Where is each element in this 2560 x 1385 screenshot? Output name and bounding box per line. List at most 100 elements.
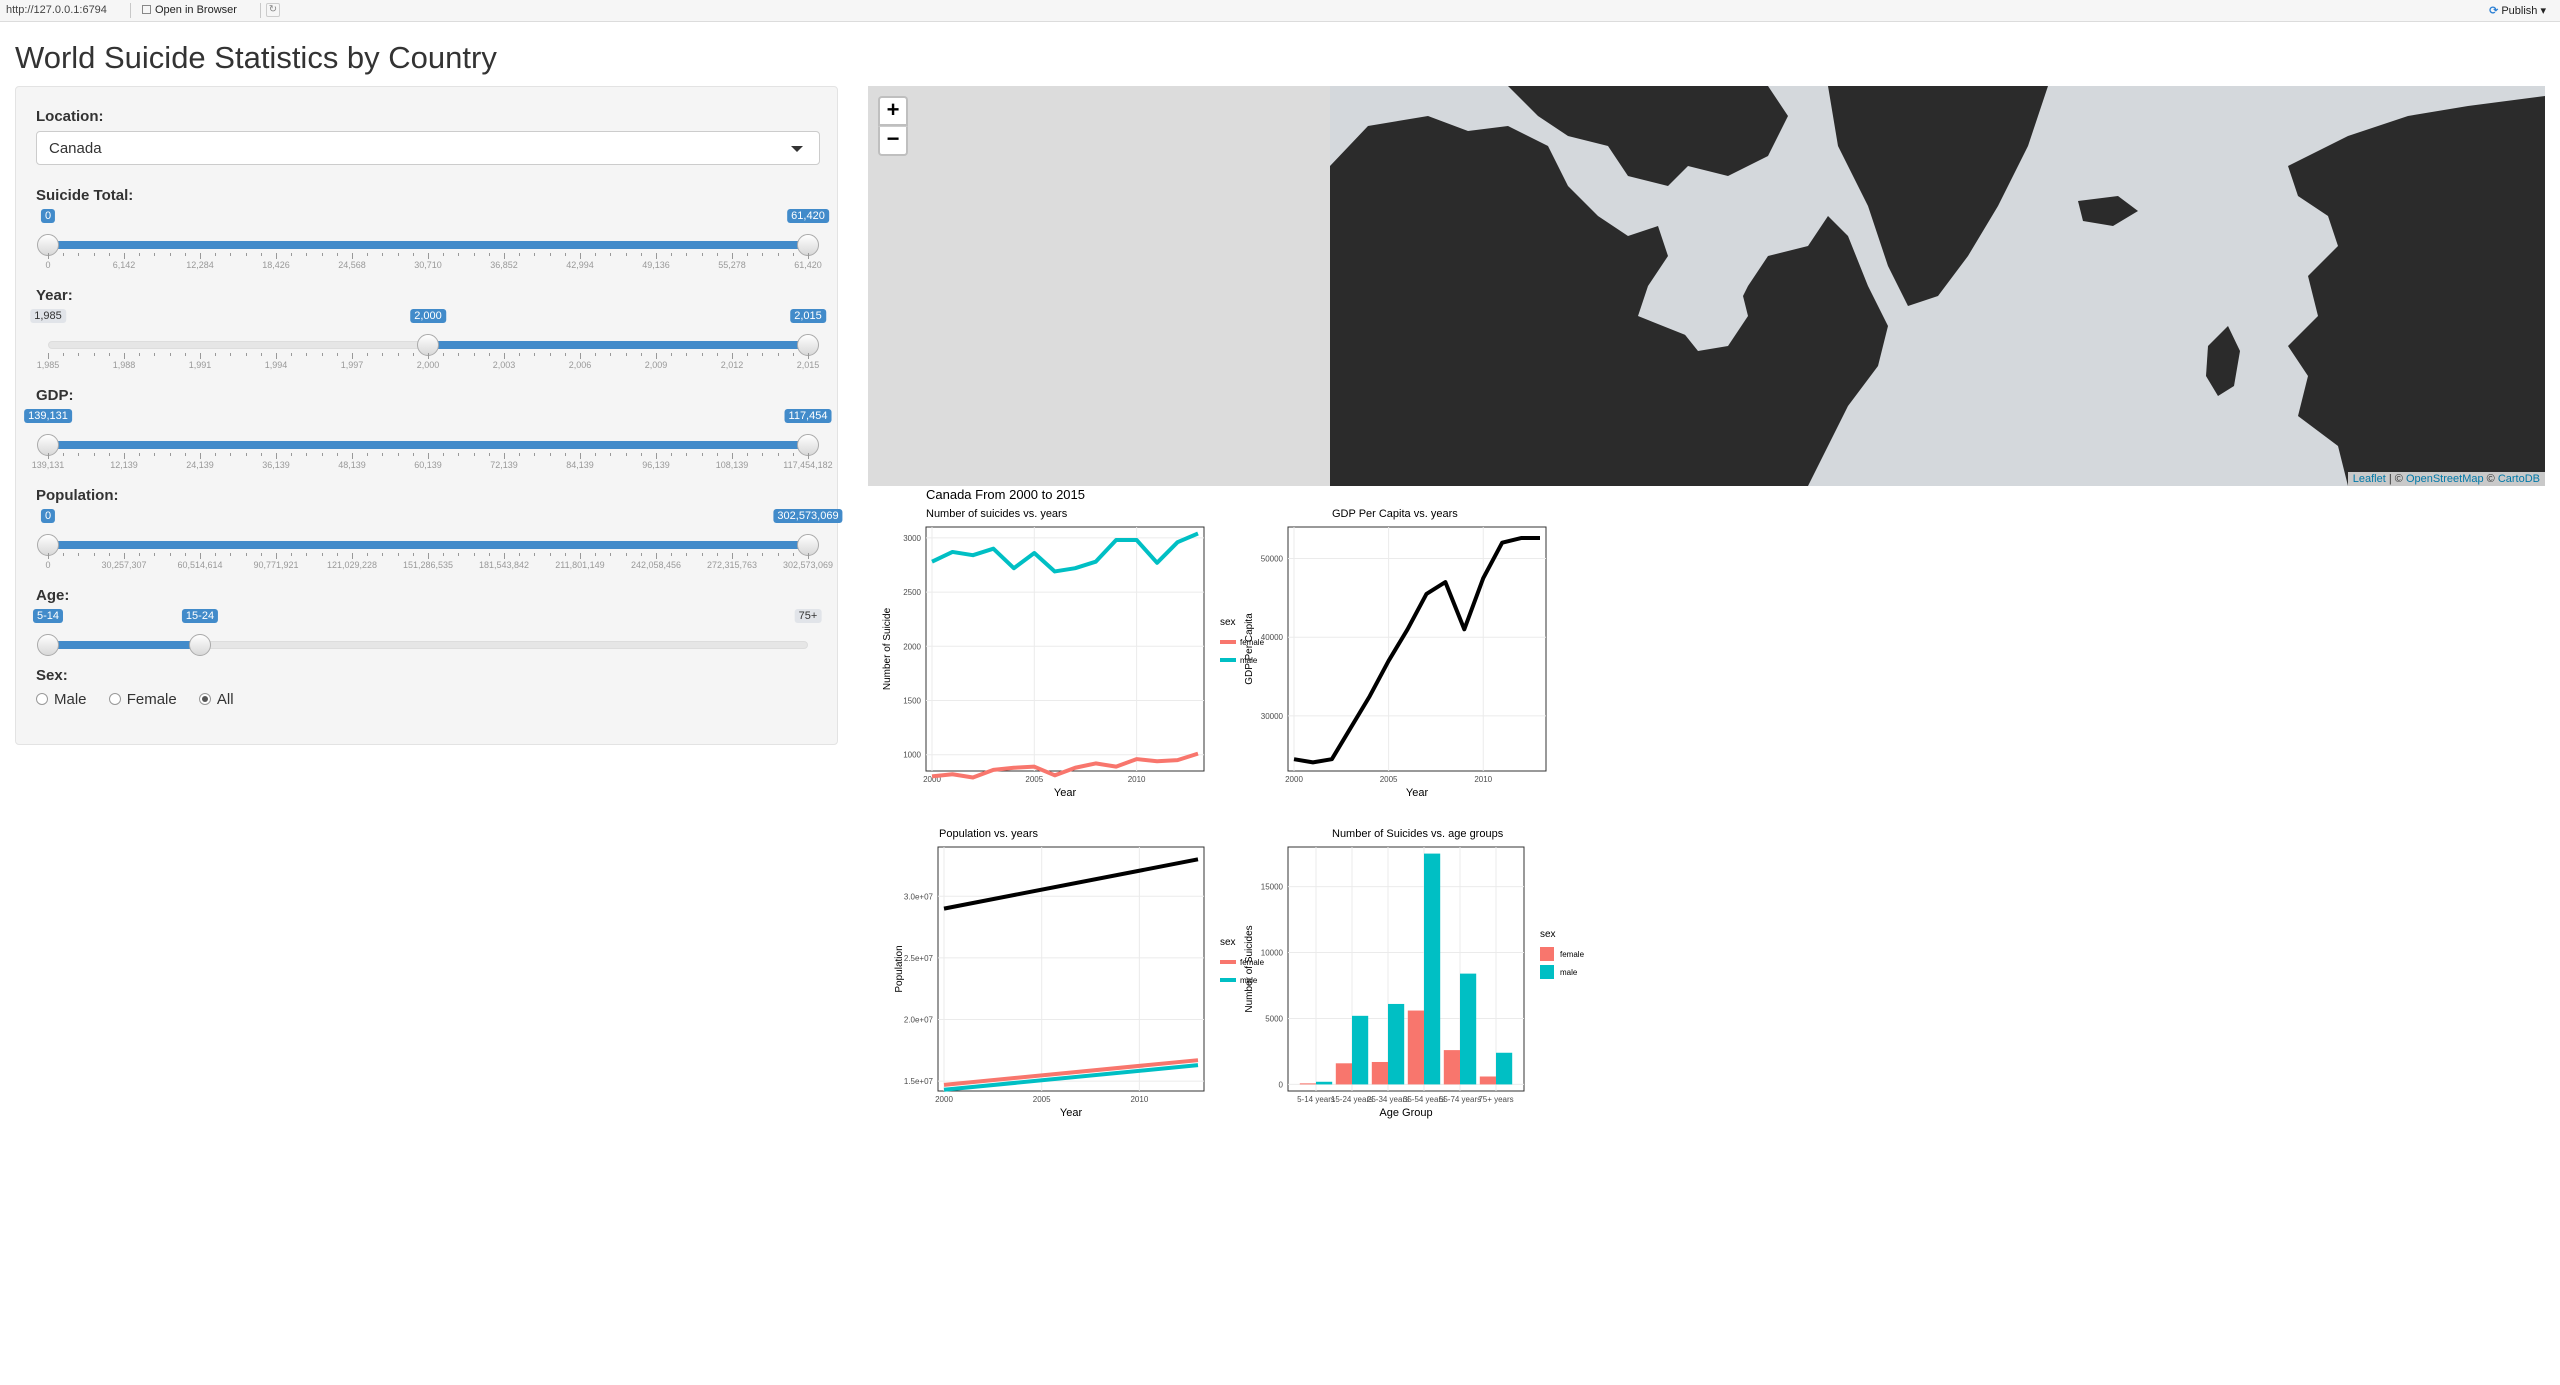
attribution-separator: | © [2385, 473, 2406, 485]
slider-tick [367, 353, 369, 356]
slider-tick-label: 151,286,535 [402, 560, 454, 570]
sex-radio-group: Male Female All [36, 691, 252, 708]
slider-tick [291, 553, 293, 556]
population-label: Population: [36, 487, 119, 504]
x-tick-label: 5-14 years [1297, 1095, 1335, 1104]
slider-tick-label: 302,573,069 [782, 560, 834, 570]
year-slider[interactable]: 1,985 2,000 2,015 1,985 1,988 1,991 1,994 1,997… [30, 297, 826, 370]
slider-tick-label: 42,994 [566, 260, 594, 270]
gdp-slider[interactable]: 139,131 117,454 139,131 12,139 24,139 36,139 4… [24, 397, 833, 470]
slider-tick-label: 12,139 [110, 460, 138, 470]
radio-male[interactable] [36, 693, 48, 705]
zoom-in-button[interactable]: + [878, 96, 908, 126]
slider-tick [108, 253, 110, 256]
legend-label: female [1240, 638, 1265, 647]
sex-option-male[interactable]: Male [36, 691, 87, 708]
sex-option-female[interactable]: Female [108, 691, 177, 708]
separator [260, 3, 261, 18]
sex-option-all[interactable]: All [198, 691, 234, 708]
slider-tick [260, 353, 262, 356]
slider-value-label: 15-24 [181, 609, 219, 623]
slider-tick [276, 353, 277, 359]
url-text: http://127.0.0.1:6794 [6, 4, 107, 16]
y-tick-label: 1500 [903, 697, 921, 706]
x-tick-label: 2000 [923, 775, 941, 784]
slider-tick [792, 253, 794, 256]
series-line-value [1293, 536, 1540, 765]
slider-value-label: 2,015 [790, 309, 826, 323]
age-slider[interactable]: 5-14 15-24 75+ [32, 597, 822, 663]
north-america [1330, 116, 1888, 486]
slider-tick [762, 453, 764, 456]
slider-tick-label: 2,000 [416, 360, 440, 370]
location-select[interactable]: Canada [36, 131, 820, 165]
slider-tick-label: 12,284 [186, 260, 214, 270]
slider-tick-label: 0 [45, 560, 51, 570]
slider-value-label: 1,985 [30, 309, 66, 323]
slider-tick [382, 453, 384, 456]
slider-tick [124, 353, 125, 359]
slider-tick [443, 453, 445, 456]
slider-tick [656, 253, 657, 259]
cartodb-link[interactable]: CartoDB [2497, 473, 2540, 485]
radio-all[interactable] [198, 693, 211, 705]
year-label: Year: [36, 287, 73, 304]
legend-label: male [1560, 968, 1578, 977]
sex-label: Sex: [36, 667, 68, 684]
slider-tick [245, 553, 247, 556]
slider-tick [640, 253, 642, 256]
slider-tick [245, 353, 247, 356]
slider-tick [564, 253, 566, 256]
x-tick-label: 2010 [1128, 775, 1146, 784]
population-slider[interactable]: 0 302,573,069 0 30,257,307 60,514,614 90,771,… [36, 497, 843, 570]
openstreetmap-link[interactable]: OpenStreetMap [2405, 473, 2484, 485]
open-in-browser-button[interactable]: Open in Browser [142, 4, 237, 16]
slider-tick [701, 253, 703, 256]
slider-tick [519, 253, 521, 256]
slider-tick-label: 96,139 [642, 460, 670, 470]
y-tick-label: 15000 [1261, 883, 1284, 892]
slider-tick [656, 453, 657, 459]
slider-tick [488, 353, 490, 356]
open-in-browser-label: Open in Browser [155, 4, 237, 16]
slider-tick [124, 253, 125, 259]
map[interactable]: + − Leaflet | © OpenStreetMap © CartoDB [868, 86, 2545, 486]
slider-tick [534, 453, 536, 456]
slider-tick [625, 253, 627, 256]
refresh-icon[interactable]: ↻ [266, 3, 280, 17]
legend-title: sex [1220, 617, 1236, 628]
slider-tick [580, 553, 581, 559]
slider-tick [93, 553, 95, 556]
bar-male [1316, 1081, 1333, 1085]
slider-tick [701, 353, 703, 356]
slider-tick [291, 453, 293, 456]
x-tick-label: 2000 [1285, 775, 1303, 784]
chart-title: GDP Per Capita vs. years [1332, 508, 1458, 520]
sidebar-panel: Location: Canada Suicide Total: 0 61,420 0… [15, 86, 843, 745]
zoom-out-button[interactable]: − [878, 126, 908, 156]
suicide-total-slider[interactable]: 0 61,420 0 6,142 12,284 18,426 24,568 30,710 36,… [36, 197, 829, 270]
leaflet-link[interactable]: Leaflet [2352, 473, 2386, 485]
series-line-female [943, 1058, 1199, 1087]
charts-header: Canada From 2000 to 2015 [926, 487, 1085, 502]
publish-button[interactable]: ⟳ Publish ▾ [2489, 5, 2546, 17]
slider-handle[interactable] [37, 634, 59, 656]
slider-handle[interactable] [189, 634, 211, 656]
y-tick-label: 3000 [903, 534, 921, 543]
gdp-label: GDP: [36, 387, 74, 404]
slider-fill [48, 241, 808, 249]
page-title: World Suicide Statistics by Country [15, 40, 497, 75]
slider-tick [230, 453, 232, 456]
y-axis-label: Number of Suicides [1244, 925, 1255, 1012]
slider-tick [230, 253, 232, 256]
slider-tick [321, 353, 323, 356]
slider-tick [808, 353, 809, 359]
slider-value-label: 117,454 [784, 409, 832, 423]
slider-tick [154, 453, 156, 456]
radio-female[interactable] [108, 693, 121, 705]
plot-panel [937, 846, 1205, 1092]
slider-tick [458, 253, 460, 256]
slider-tick [488, 453, 490, 456]
bar-female [1299, 1083, 1316, 1085]
slider-tick [184, 353, 186, 356]
